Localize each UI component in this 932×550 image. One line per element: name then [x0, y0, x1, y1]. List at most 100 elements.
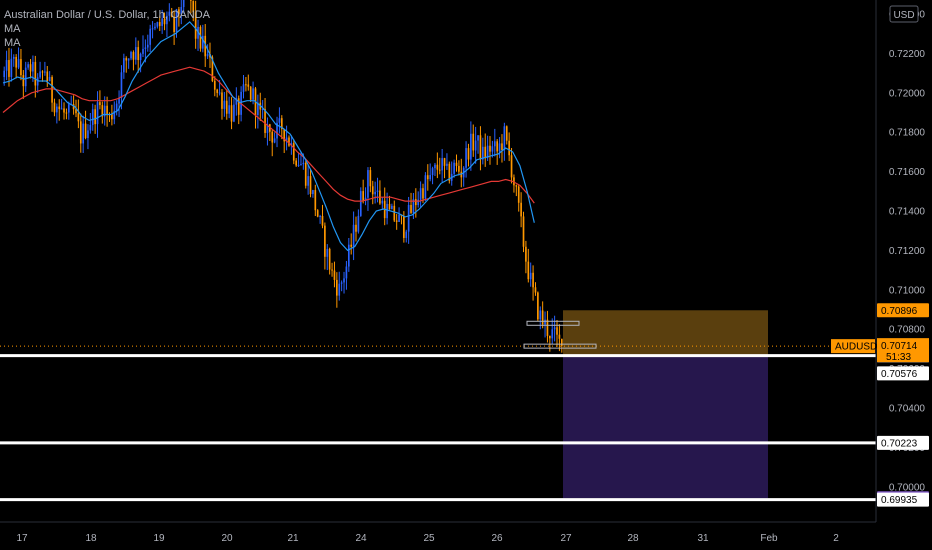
candle-body	[216, 89, 219, 93]
candle-body	[448, 163, 451, 181]
candle-body	[101, 105, 104, 117]
candle-body	[3, 70, 6, 78]
candle-body	[280, 118, 283, 130]
order-marker-lower[interactable]	[523, 343, 597, 349]
candle-body	[192, 0, 195, 13]
indicator-label-ma-2[interactable]: MA	[4, 37, 21, 49]
candle-body	[261, 108, 264, 110]
candle-body	[106, 105, 108, 115]
candle-body	[149, 28, 152, 45]
candle-body	[359, 191, 362, 216]
candle-body	[41, 71, 44, 73]
horizontal-lines[interactable]	[0, 345, 876, 502]
candle-body	[127, 58, 130, 61]
candle-body	[374, 191, 376, 195]
candle-body	[201, 35, 204, 49]
candle-body	[72, 104, 75, 110]
candle-body	[91, 109, 94, 125]
candle-body	[446, 163, 448, 166]
candle-body	[422, 188, 424, 199]
candle-body	[508, 140, 510, 156]
candle-body	[285, 137, 288, 142]
candle-body	[180, 7, 183, 15]
candle-body	[170, 11, 173, 17]
candle-body	[46, 71, 49, 82]
stop-loss-zone[interactable]	[563, 310, 768, 356]
candle-body	[206, 53, 209, 57]
time-axis[interactable]: 17 18 19 20 21 24 25 26 27 28 31 Feb 2	[16, 533, 839, 544]
entry-markers[interactable]	[523, 320, 597, 349]
candle-body	[345, 266, 348, 279]
price-level-tag	[877, 366, 929, 381]
candle-body	[283, 129, 286, 142]
candle-body	[12, 56, 15, 59]
candle-body	[144, 47, 147, 49]
price-level-tag	[877, 435, 929, 450]
candle-body	[65, 112, 68, 114]
candle-body	[163, 18, 166, 25]
candle-body	[393, 205, 396, 221]
candle-body	[407, 204, 410, 232]
x-tick-label: 27	[560, 533, 572, 544]
candle-body	[137, 47, 140, 61]
candle-body	[484, 146, 487, 159]
candle-body	[22, 75, 25, 87]
candle-body	[242, 84, 245, 92]
candle-body	[515, 185, 518, 187]
y-tick-label: 0.71400	[889, 207, 926, 218]
candle-body	[20, 59, 22, 76]
position-zones[interactable]	[563, 310, 768, 499]
candle-body	[544, 319, 546, 325]
candle-body	[357, 215, 360, 232]
currency-button[interactable]: USD	[889, 5, 919, 23]
candle-body	[551, 329, 554, 339]
take-profit-zone[interactable]	[563, 355, 768, 499]
candles	[3, 0, 563, 353]
price-level-tag	[877, 303, 929, 318]
candle-body	[436, 164, 439, 170]
price-level-value: 0.70576	[881, 369, 918, 380]
candle-body	[453, 162, 455, 174]
candle-body	[77, 113, 80, 122]
candle-body	[560, 338, 563, 347]
candle-body	[103, 105, 106, 117]
candle-body	[479, 135, 482, 160]
candle-body	[230, 105, 233, 122]
candle-body	[118, 97, 120, 104]
candle-body	[498, 143, 501, 152]
candle-body	[273, 138, 276, 143]
candle-body	[132, 52, 135, 60]
y-tick-label: 0.70000	[889, 482, 926, 493]
candle-body	[333, 270, 336, 280]
candle-body	[309, 176, 312, 195]
candle-body	[429, 175, 432, 180]
candle-body	[257, 102, 259, 116]
moving-averages	[2, 21, 535, 252]
order-marker-upper[interactable]	[526, 320, 580, 326]
candle-body	[156, 22, 159, 27]
candle-body	[338, 283, 341, 296]
candle-body	[522, 216, 525, 247]
candle-body	[537, 292, 539, 320]
x-tick-label: 25	[423, 533, 435, 544]
candle-body	[36, 77, 39, 86]
candle-body	[89, 124, 92, 131]
candle-body	[474, 140, 477, 151]
indicator-label-ma-1[interactable]: MA	[4, 23, 21, 35]
candle-body	[142, 48, 144, 54]
candle-body	[288, 137, 290, 146]
candle-body	[297, 164, 300, 166]
candle-body	[44, 71, 46, 73]
current-price-tag	[877, 338, 929, 363]
candle-body	[235, 98, 238, 105]
candle-body	[431, 168, 434, 176]
candle-body	[410, 204, 412, 213]
candle-body	[228, 105, 230, 114]
countdown-timer: 51:33	[886, 352, 911, 363]
candle-body	[67, 104, 70, 113]
candle-body	[111, 114, 113, 120]
candle-body	[5, 60, 8, 71]
candle-body	[82, 123, 85, 144]
candle-body	[328, 248, 331, 270]
